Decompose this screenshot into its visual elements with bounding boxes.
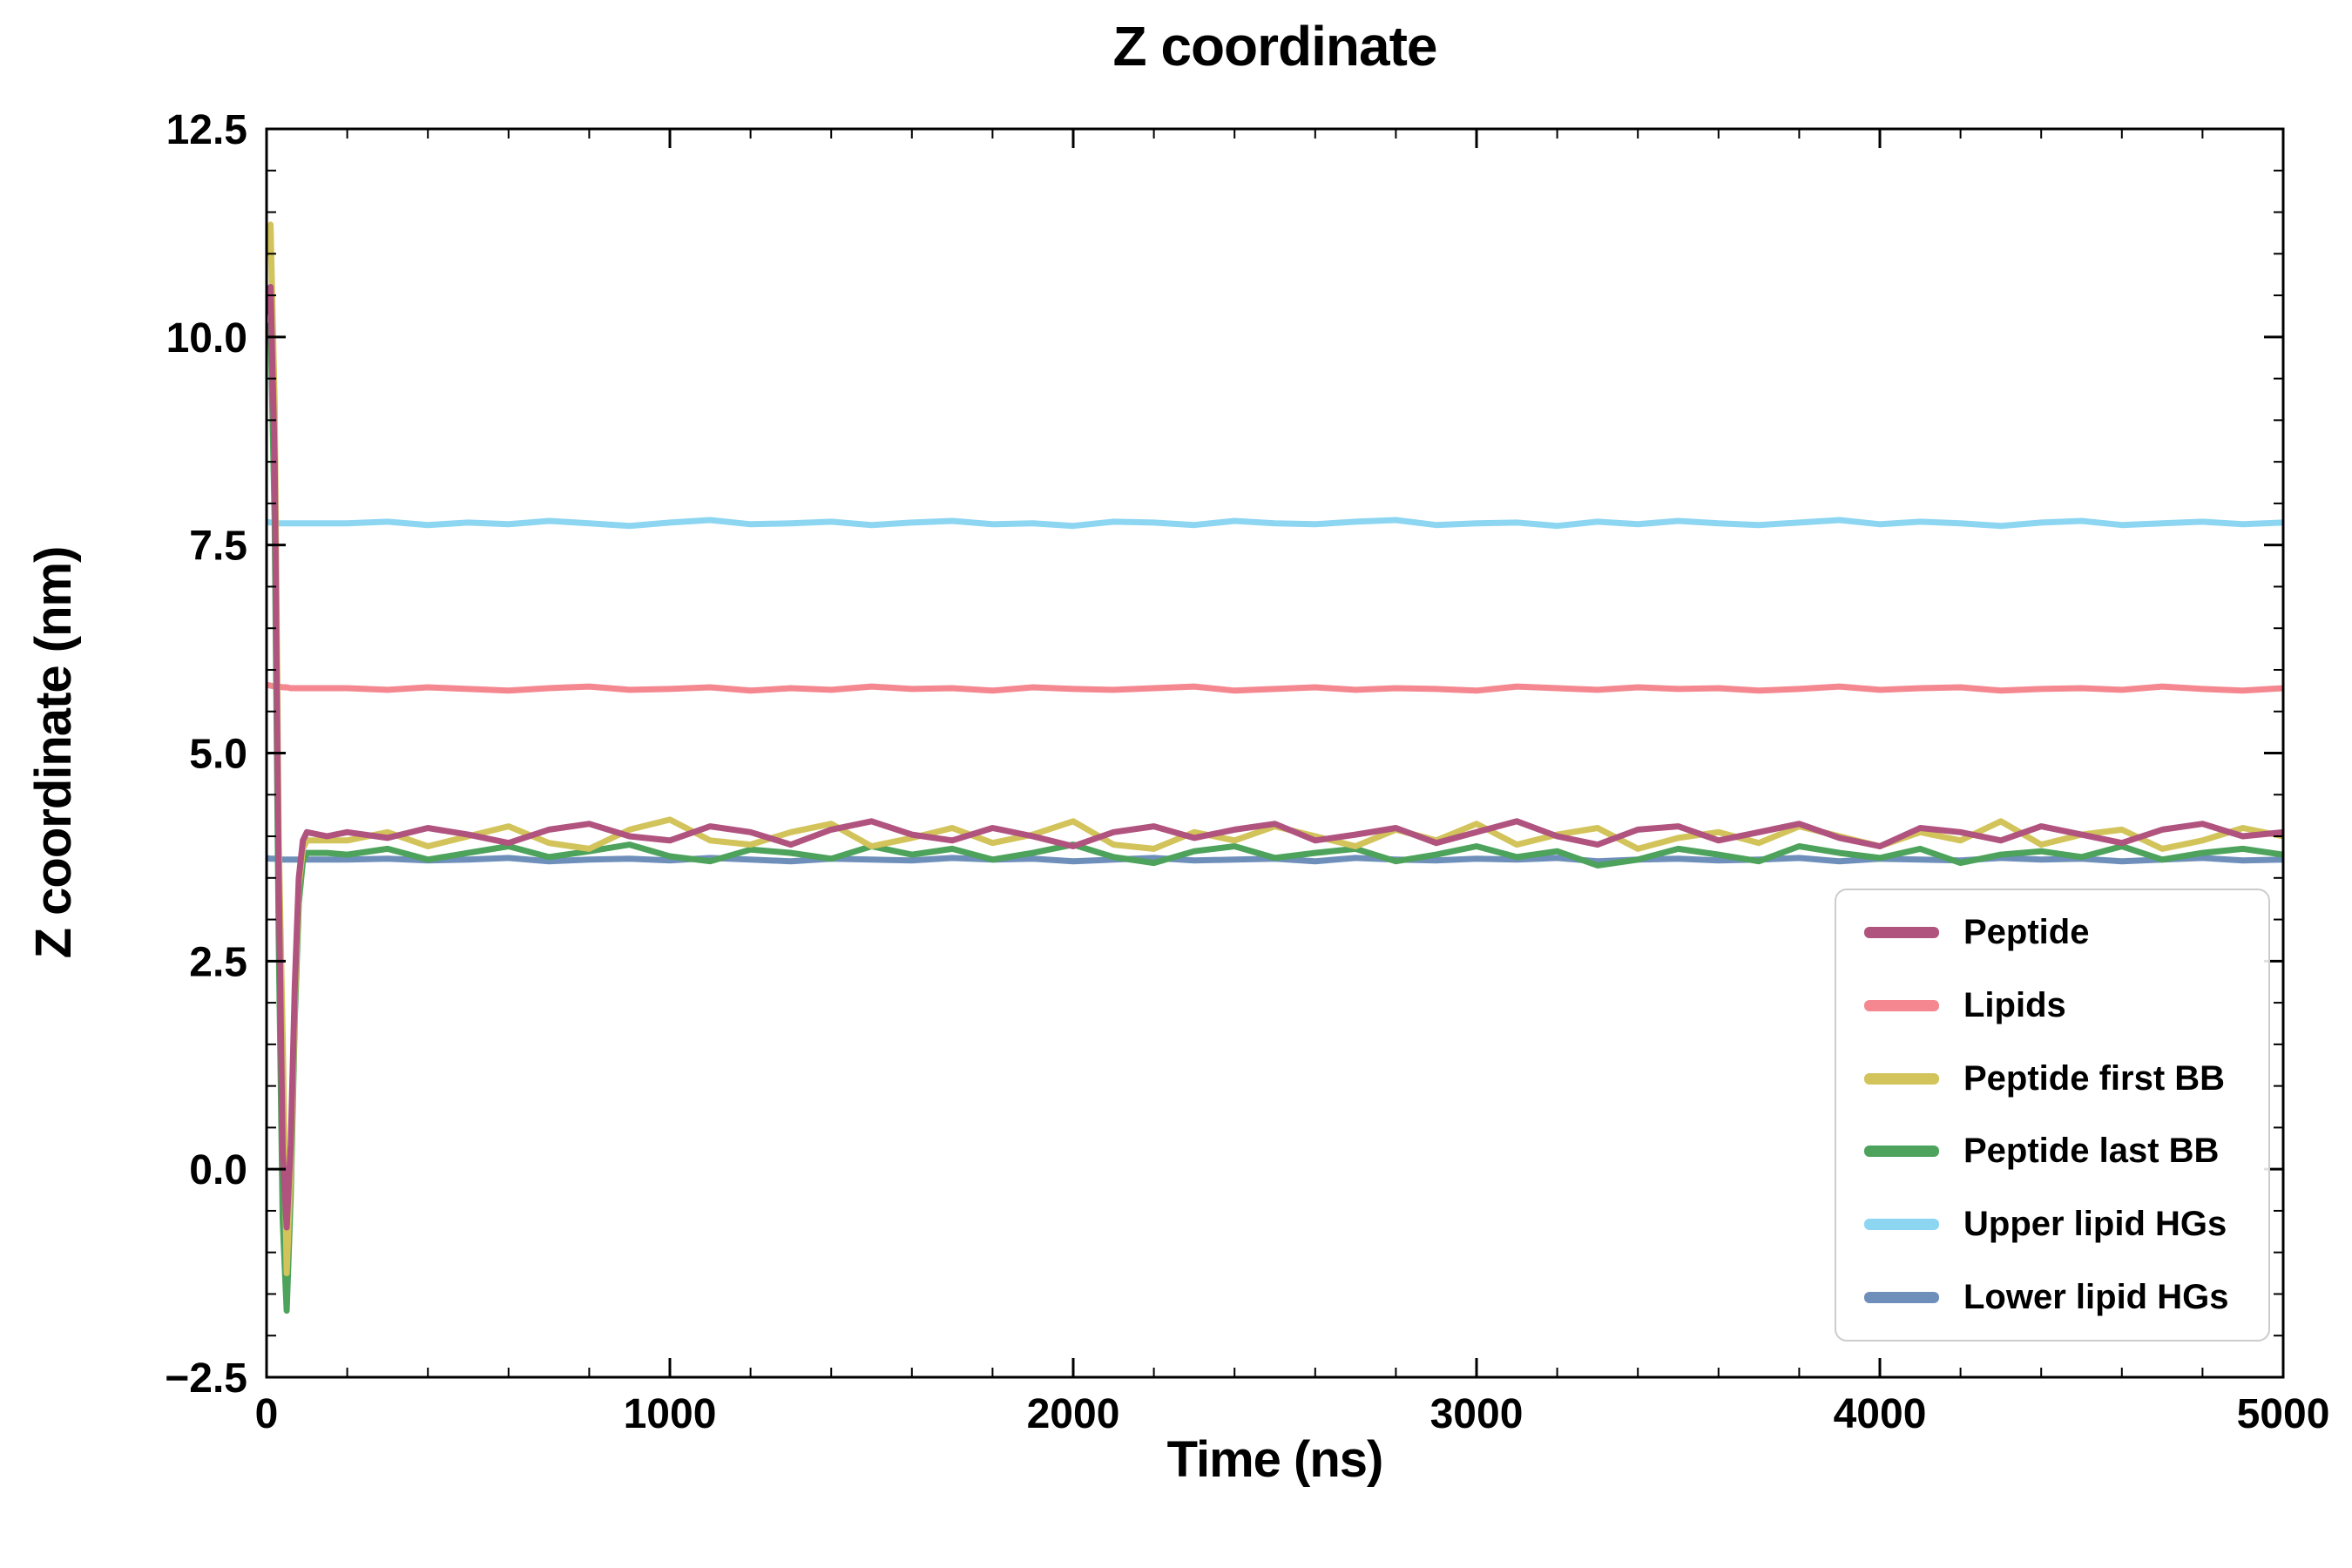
x-tick-label: 0 — [255, 1391, 279, 1437]
legend-swatch-peptide-last-bb — [1864, 1146, 1939, 1158]
y-tick-label: −2.5 — [165, 1355, 247, 1402]
x-tick-label: 5000 — [2237, 1391, 2330, 1437]
legend-label-upper-lipid-hgs: Upper lipid HGs — [1963, 1205, 2227, 1244]
plot-border — [265, 127, 2285, 1379]
x-tick-label: 1000 — [624, 1391, 717, 1437]
y-tick-label: 0.0 — [189, 1147, 247, 1193]
legend-swatch-peptide-first-bb — [1864, 1072, 1939, 1085]
minor-ticks — [267, 129, 2283, 1377]
y-tick-label: 2.5 — [189, 939, 247, 985]
y-tick-label: 12.5 — [166, 107, 247, 153]
legend-swatch-upper-lipid-hgs — [1864, 1219, 1939, 1231]
legend-item-upper-lipid-hgs: Upper lipid HGs — [1864, 1205, 2240, 1244]
y-tick-label: 5.0 — [189, 732, 247, 778]
legend-label-peptide-last-bb: Peptide last BB — [1963, 1132, 2220, 1171]
legend-item-peptide: Peptide — [1864, 913, 2240, 952]
legend-item-lipids: Lipids — [1864, 986, 2240, 1025]
legend-label-peptide: Peptide — [1963, 913, 2090, 951]
legend: Peptide Lipids Peptide first BB Peptide las… — [1835, 889, 2270, 1342]
y-tick-label: 7.5 — [189, 524, 247, 570]
y-axis-ticks: −2.5 0.0 2.5 5.0 7.5 10.0 12.5 — [165, 107, 2283, 1402]
legend-item-peptide-last-bb: Peptide last BB — [1864, 1132, 2240, 1171]
legend-item-lower-lipid-hgs: Lower lipid HGs — [1864, 1278, 2240, 1317]
series-line-upper-lipid-hgs — [267, 517, 2283, 530]
chart-title: Z coordinate — [1112, 15, 1437, 78]
legend-label-lower-lipid-hgs: Lower lipid HGs — [1963, 1277, 2229, 1316]
x-axis-label: Time (ns) — [1166, 1431, 1384, 1488]
legend-swatch-lower-lipid-hgs — [1864, 1291, 1939, 1303]
legend-label-lipids: Lipids — [1963, 985, 2066, 1024]
x-tick-label: 4000 — [1834, 1391, 1927, 1437]
legend-swatch-peptide — [1864, 927, 1939, 938]
x-tick-label: 2000 — [1027, 1391, 1120, 1437]
series-lines — [267, 221, 2283, 1315]
y-axis-label: Z coordinate (nm) — [25, 546, 82, 959]
series-line-lipids — [267, 681, 2283, 694]
x-tick-label: 3000 — [1430, 1391, 1524, 1437]
legend-item-peptide-first-bb: Peptide first BB — [1864, 1059, 2240, 1098]
y-tick-label: 10.0 — [166, 315, 247, 362]
series-line-peptide — [267, 284, 2283, 1231]
legend-swatch-lipids — [1864, 999, 1939, 1011]
legend-label-peptide-first-bb: Peptide first BB — [1963, 1058, 2226, 1098]
